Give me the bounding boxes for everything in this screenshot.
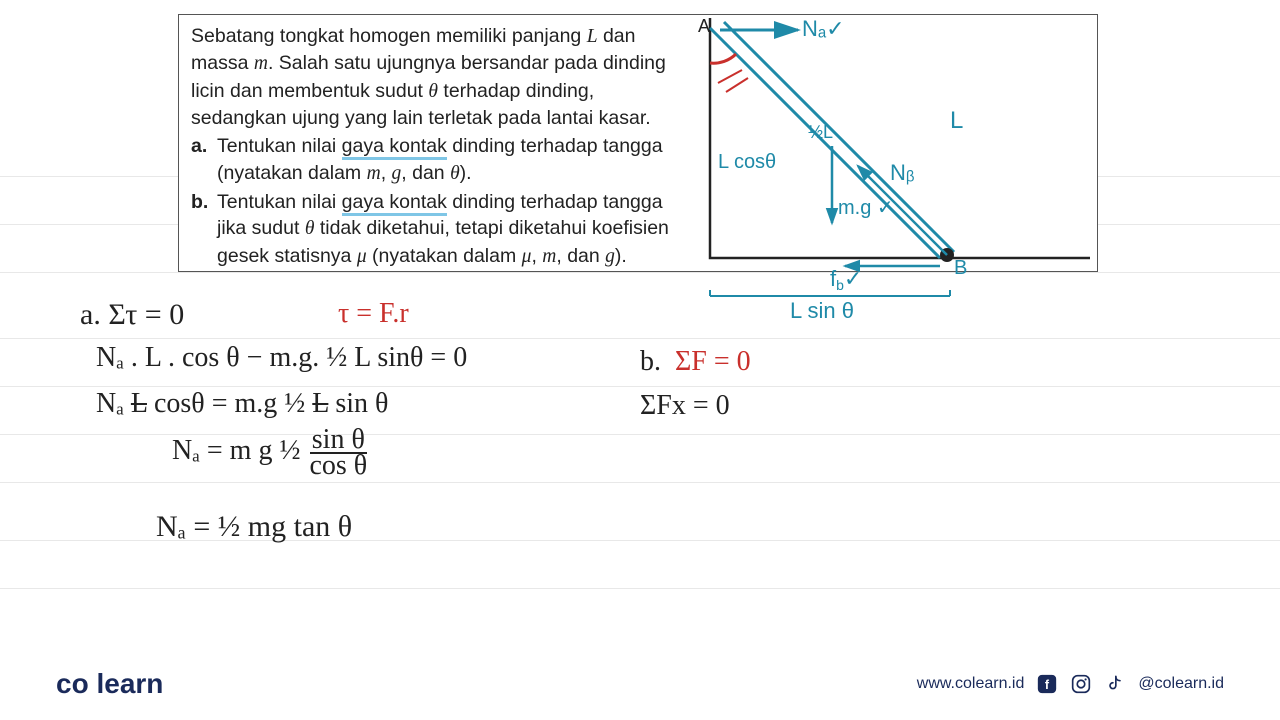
problem-item-b: b. Tentukan nilai gaya kontak dinding te… [191, 189, 693, 270]
work-line5: Nₐ = ½ mg tan θ [156, 510, 352, 544]
problem-text: Sebatang tongkat homogen memiliki panjan… [191, 23, 693, 270]
item-a-text: Tentukan nilai gaya kontak dinding terha… [217, 133, 693, 187]
work-tau-def: τ = F.r [338, 298, 409, 330]
item-b-text: Tentukan nilai gaya kontak dinding terha… [217, 189, 693, 270]
problem-box: Sebatang tongkat homogen memiliki panjan… [178, 14, 1098, 272]
label-Lsin: L sin θ [790, 298, 854, 318]
footer-handle: @colearn.id [1138, 675, 1224, 693]
brand-logo: co learn [56, 668, 163, 700]
problem-intro: Sebatang tongkat homogen memiliki panjan… [191, 25, 666, 129]
footer: co learn www.colearn.id f @colearn.id [0, 648, 1280, 720]
tiktok-icon [1104, 673, 1126, 695]
work-b-fx: ΣFx = 0 [640, 390, 730, 422]
marker-a: a. [191, 133, 217, 187]
facebook-icon: f [1036, 673, 1058, 695]
work-b-head: b. ΣF = 0 [640, 346, 751, 378]
instagram-icon [1070, 673, 1092, 695]
work-line2: Nₐ . L . cos θ − m.g. ½ L sinθ = 0 [96, 342, 467, 374]
problem-item-a: a. Tentukan nilai gaya kontak dinding te… [191, 133, 693, 187]
marker-b: b. [191, 189, 217, 270]
work-line3: Nₐ L cosθ = m.g ½ L sin θ [96, 388, 388, 420]
footer-url: www.colearn.id [917, 675, 1025, 693]
work-a-head: a. Στ = 0 [80, 298, 184, 332]
work-line4: Nₐ = m g ½ sin θ cos θ [172, 428, 369, 478]
